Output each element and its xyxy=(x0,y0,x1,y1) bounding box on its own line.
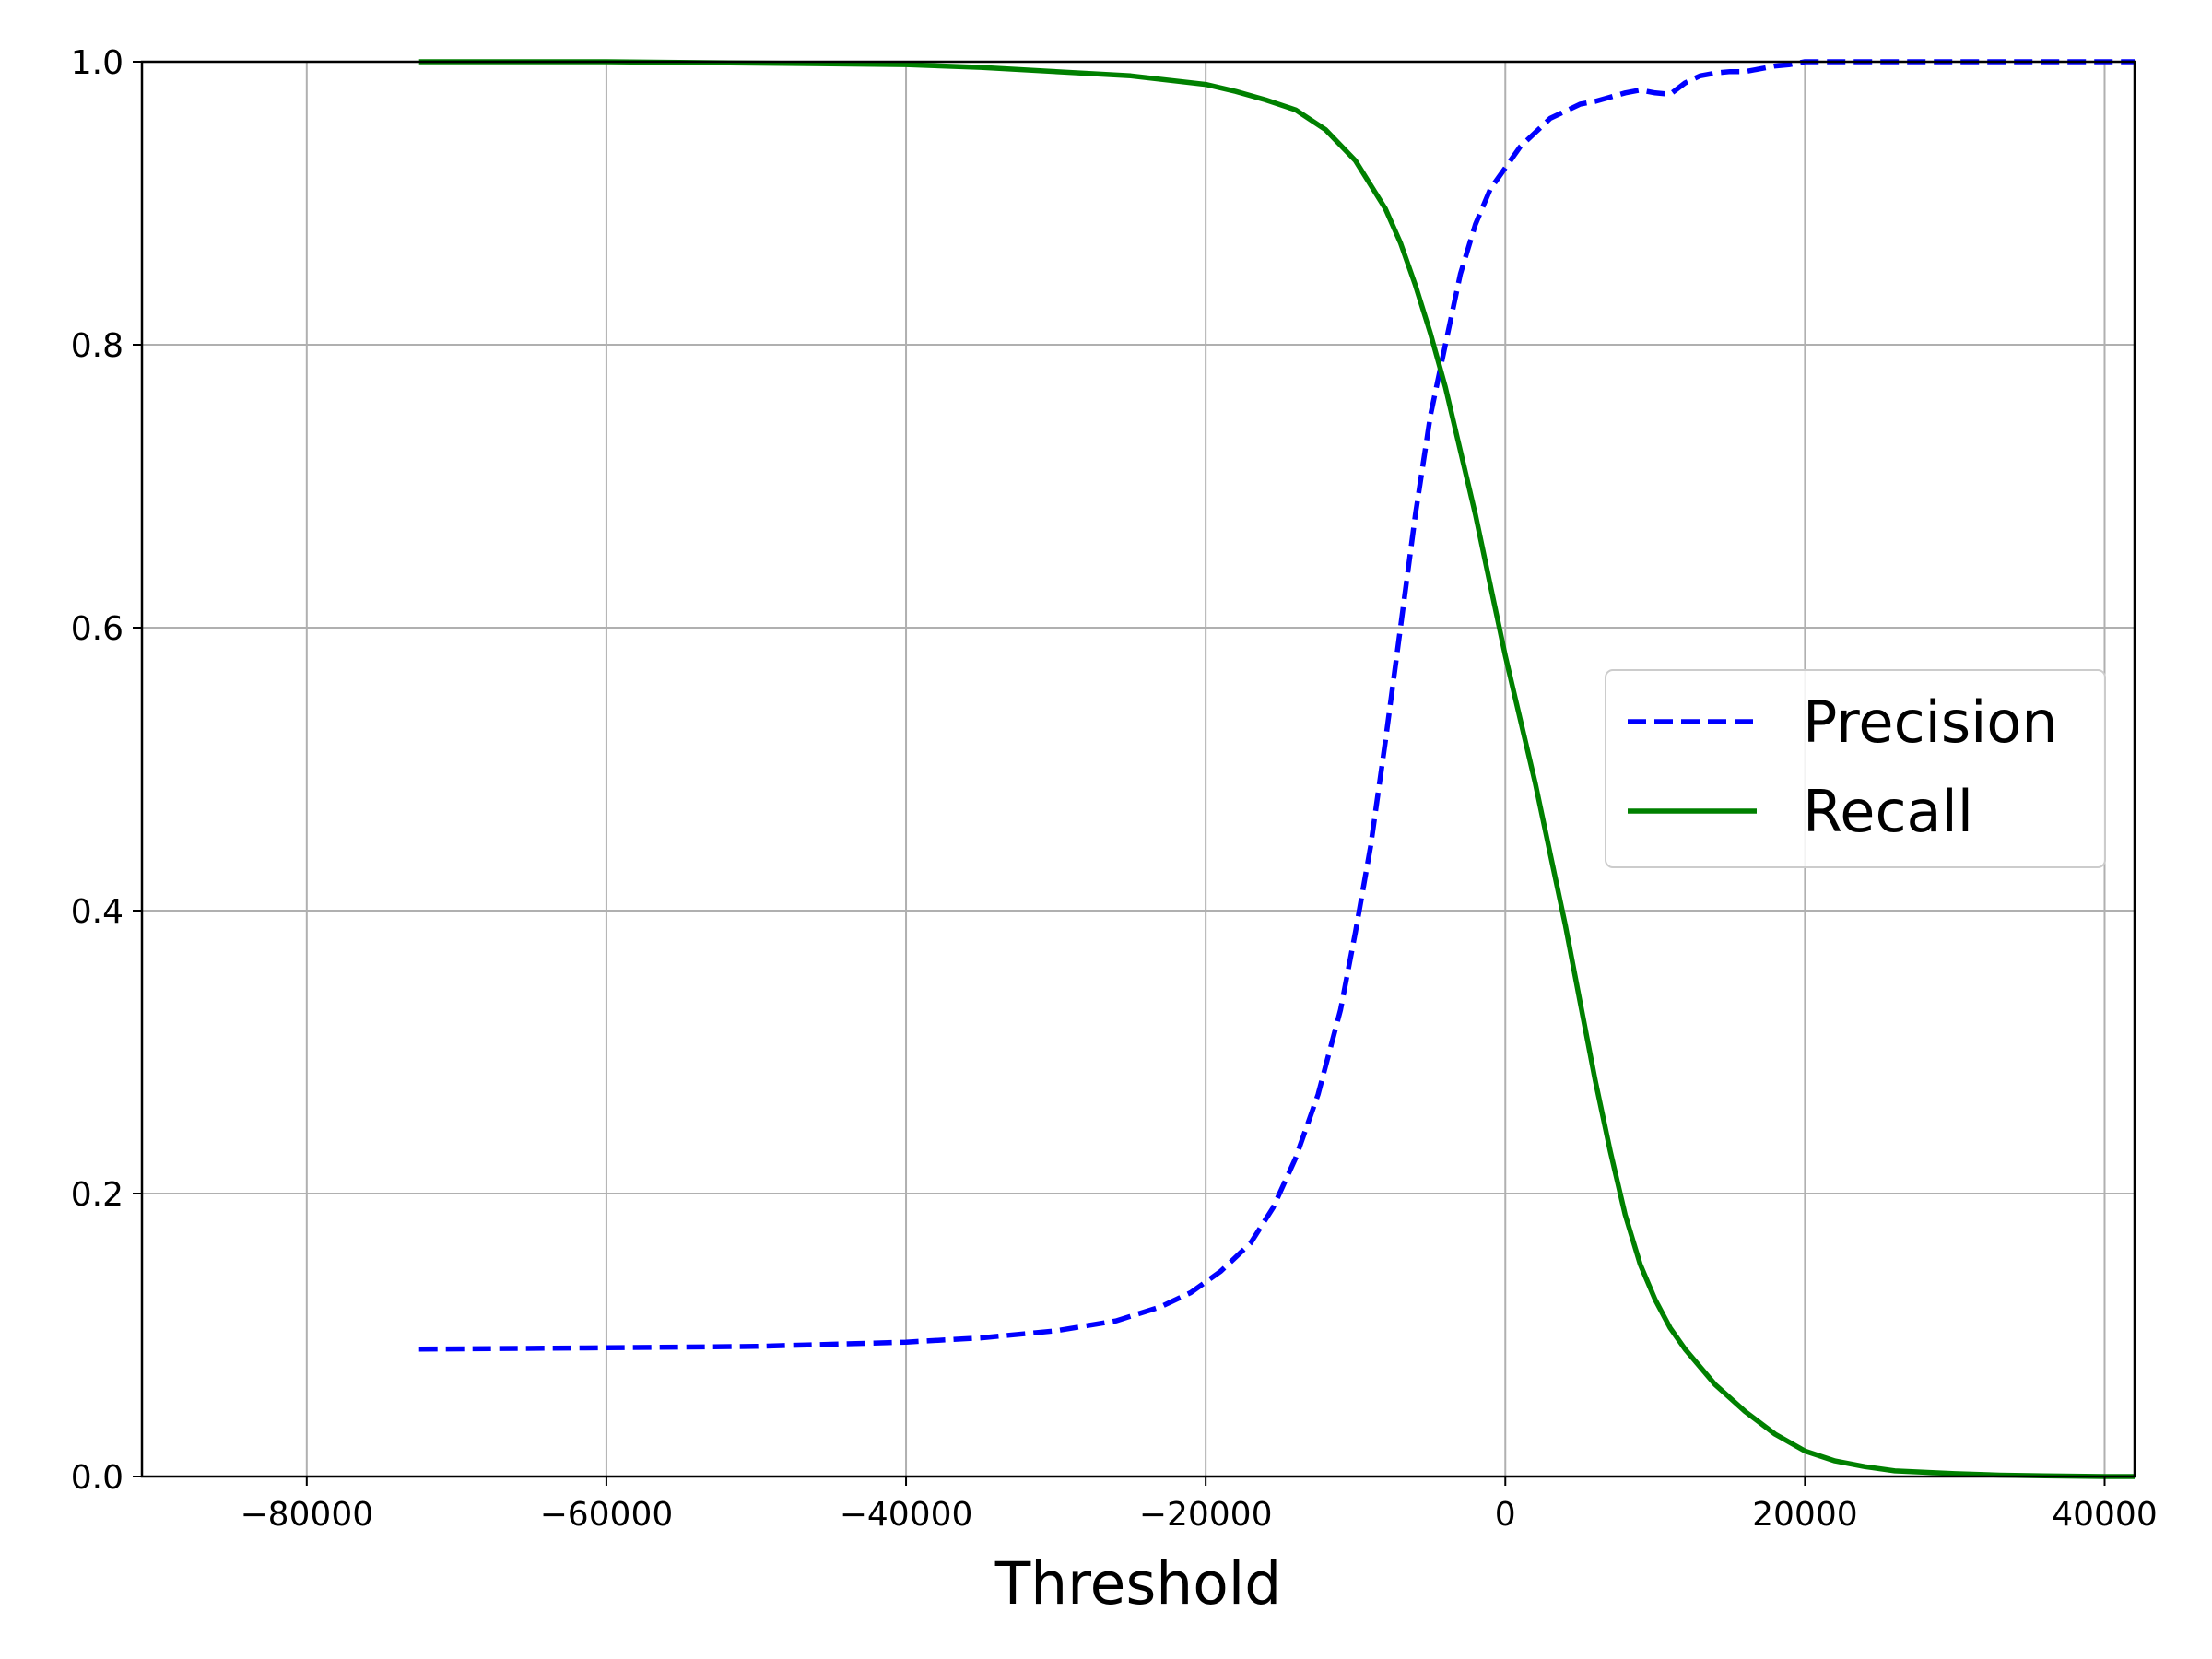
y-tick-label-3: 0.6 xyxy=(71,610,124,648)
series-line-recall xyxy=(418,59,2135,1479)
y-axis-ticks: 0.0 0.2 0.4 0.6 0.8 1.0 xyxy=(71,44,142,1497)
y-tick-label-4: 0.8 xyxy=(71,327,124,365)
legend: Precision Recall xyxy=(1605,669,2106,868)
x-tick-label-1: −60000 xyxy=(540,1496,674,1534)
x-tick-label-5: 20000 xyxy=(1752,1496,1858,1534)
series-lines xyxy=(418,59,2135,1479)
x-axis-title: Threshold xyxy=(994,1550,1281,1618)
legend-label-recall: Recall xyxy=(1803,778,1973,845)
y-tick-label-2: 0.4 xyxy=(71,893,124,931)
x-axis-ticks: −80000 −60000 −40000 −20000 0 20000 40000 xyxy=(240,1477,2158,1534)
y-tick-label-0: 0.0 xyxy=(71,1459,124,1497)
legend-label-precision: Precision xyxy=(1803,688,2058,756)
x-tick-label-4: 0 xyxy=(1495,1496,1516,1534)
x-tick-label-2: −40000 xyxy=(840,1496,973,1534)
x-tick-label-0: −80000 xyxy=(240,1496,373,1534)
x-tick-label-3: −20000 xyxy=(1139,1496,1273,1534)
y-tick-label-5: 1.0 xyxy=(71,44,124,82)
series-line-precision xyxy=(418,59,2135,1352)
y-tick-label-1: 0.2 xyxy=(71,1176,124,1214)
x-tick-label-6: 40000 xyxy=(2052,1496,2158,1534)
plot-frame xyxy=(140,60,2136,1478)
legend-box xyxy=(1605,669,2106,868)
